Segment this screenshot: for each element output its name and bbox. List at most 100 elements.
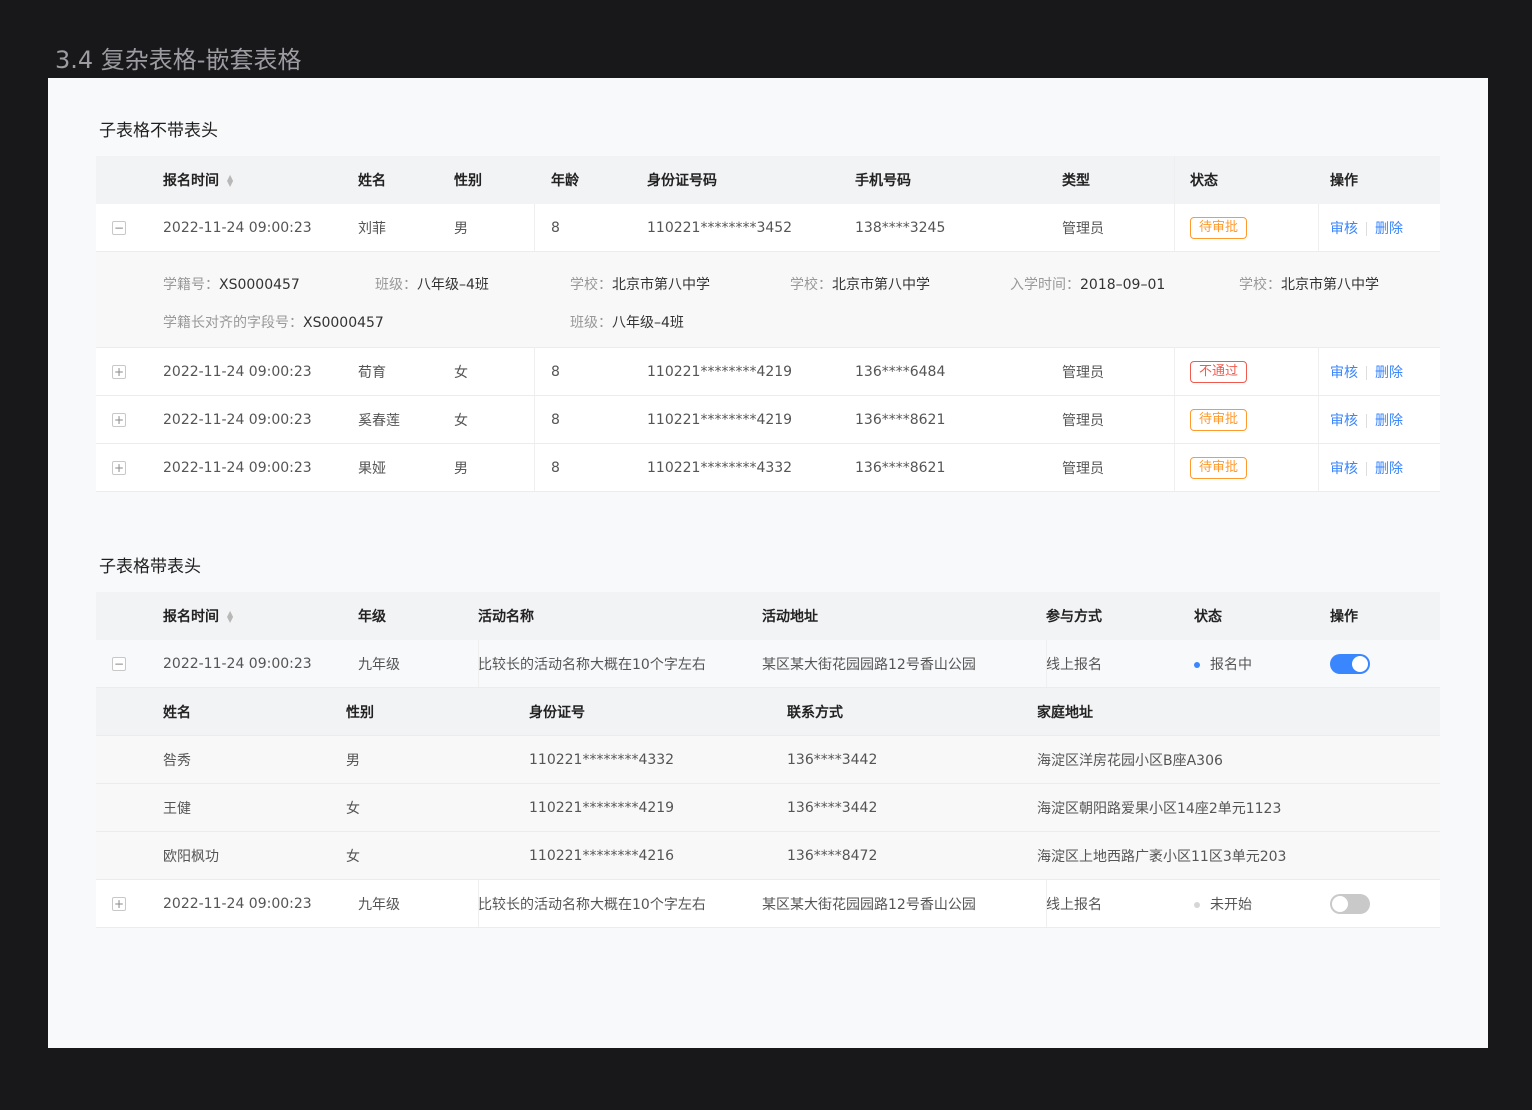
header-label: 手机号码 bbox=[855, 173, 911, 189]
cell-age: 8 bbox=[551, 459, 560, 476]
delete-link[interactable]: 删除 bbox=[1375, 460, 1403, 477]
status-badge: 待审批 bbox=[1190, 456, 1248, 479]
collapse-icon[interactable]: − bbox=[112, 656, 126, 671]
column-divider bbox=[534, 204, 535, 251]
header-5: 手机号码 bbox=[855, 170, 1062, 190]
detail-value: 八年级–4班 bbox=[612, 315, 684, 331]
cell-status: 报名中 bbox=[1194, 654, 1330, 674]
cell-phone: 138****3245 bbox=[855, 219, 946, 236]
sub-cell-phone: 136****3442 bbox=[787, 799, 878, 816]
column-divider bbox=[478, 880, 479, 927]
cell-actions bbox=[1330, 893, 1440, 914]
detail-item: 班级：八年级–4班 bbox=[375, 274, 489, 294]
detail-value: XS0000457 bbox=[219, 277, 300, 293]
sub-cell-gender: 女 bbox=[346, 848, 360, 865]
detail-item: 班级：八年级–4班 bbox=[570, 312, 684, 332]
header-label: 活动地址 bbox=[762, 609, 818, 625]
detail-label: 班级： bbox=[570, 315, 612, 331]
cell-name: 果娅 bbox=[358, 460, 386, 477]
header-0[interactable]: 报名时间 ▲ ▼ bbox=[163, 606, 358, 626]
review-link[interactable]: 审核 bbox=[1330, 412, 1358, 429]
detail-label: 学籍号： bbox=[163, 277, 219, 293]
review-link[interactable]: 审核 bbox=[1330, 364, 1358, 381]
expand-cell: − bbox=[96, 220, 163, 235]
cell-actions: 审核 删除 bbox=[1330, 458, 1440, 478]
cell-grade: 九年级 bbox=[358, 896, 400, 913]
delete-link[interactable]: 删除 bbox=[1375, 412, 1403, 429]
action-divider bbox=[1366, 365, 1367, 380]
header-6: 类型 bbox=[1062, 170, 1190, 190]
toggle-switch[interactable] bbox=[1330, 653, 1370, 674]
sub-cell-id: 110221********4219 bbox=[529, 799, 675, 816]
detail-label: 入学时间： bbox=[1010, 277, 1080, 293]
cell-phone: 136****8621 bbox=[855, 411, 946, 428]
cell-status: 不通过 bbox=[1190, 360, 1330, 383]
cell-status: 待审批 bbox=[1190, 216, 1330, 239]
detail-value: XS0000457 bbox=[303, 315, 384, 331]
sub-header-3: 联系方式 bbox=[787, 704, 843, 721]
toggle-switch[interactable] bbox=[1330, 893, 1370, 914]
column-divider bbox=[1318, 444, 1319, 491]
collapse-icon[interactable]: − bbox=[112, 220, 126, 235]
header-label: 活动名称 bbox=[478, 609, 534, 625]
expanded-detail: 学籍号：XS0000457 班级：八年级–4班 学校：北京市第八中学 学校：北京市第八… bbox=[96, 252, 1440, 348]
sort-icon[interactable]: ▲ ▼ bbox=[227, 609, 234, 624]
header-0[interactable]: 报名时间 ▲ ▼ bbox=[163, 170, 358, 190]
column-divider bbox=[1174, 156, 1175, 204]
header-label: 姓名 bbox=[358, 173, 386, 189]
sub-cell-name: 王健 bbox=[163, 800, 191, 817]
status-text: 报名中 bbox=[1210, 656, 1252, 673]
page-title: 3.4 复杂表格-嵌套表格 bbox=[55, 46, 302, 74]
sub-cell-address: 海淀区上地西路广袤小区11区3单元203 bbox=[1037, 848, 1287, 865]
cell-actions bbox=[1330, 653, 1440, 674]
review-link[interactable]: 审核 bbox=[1330, 220, 1358, 237]
column-divider bbox=[534, 396, 535, 443]
cell-phone: 136****8621 bbox=[855, 459, 946, 476]
table-row: +2022-11-24 09:00:23 果娅 男 8 110221********43… bbox=[96, 444, 1440, 492]
cell-gender: 女 bbox=[454, 364, 468, 381]
cell-actions: 审核 删除 bbox=[1330, 362, 1440, 382]
column-divider bbox=[478, 640, 479, 687]
header-2: 性别 bbox=[454, 170, 551, 190]
sub-cell-phone: 136****3442 bbox=[787, 751, 878, 768]
detail-value: 2018–09–01 bbox=[1080, 277, 1166, 293]
detail-item: 学校：北京市第八中学 bbox=[790, 274, 930, 294]
expand-cell: + bbox=[96, 412, 163, 427]
header-5: 状态 bbox=[1194, 606, 1330, 626]
expand-icon[interactable]: + bbox=[112, 460, 126, 475]
header-label: 操作 bbox=[1330, 609, 1358, 625]
sub-header-4: 家庭地址 bbox=[1037, 704, 1093, 721]
sort-icon[interactable]: ▲ ▼ bbox=[227, 173, 234, 188]
expand-icon[interactable]: + bbox=[112, 412, 126, 427]
sub-header-0: 姓名 bbox=[163, 704, 191, 721]
delete-link[interactable]: 删除 bbox=[1375, 364, 1403, 381]
header-1: 姓名 bbox=[358, 170, 454, 190]
sub-header-2: 身份证号 bbox=[529, 704, 585, 721]
table-row: +2022-11-24 09:00:23 荀育 女 8 110221********42… bbox=[96, 348, 1440, 396]
cell-status: 待审批 bbox=[1190, 408, 1330, 431]
expand-icon[interactable]: + bbox=[112, 364, 126, 379]
expand-icon[interactable]: + bbox=[112, 896, 126, 911]
expand-cell: + bbox=[96, 460, 163, 475]
expand-cell: + bbox=[96, 364, 163, 379]
cell-id: 110221********4219 bbox=[647, 363, 793, 380]
header-4: 身份证号码 bbox=[647, 170, 855, 190]
cell-age: 8 bbox=[551, 363, 560, 380]
column-divider bbox=[1046, 640, 1047, 687]
status-dot bbox=[1194, 661, 1200, 668]
detail-label: 学校： bbox=[790, 277, 832, 293]
detail-label: 班级： bbox=[375, 277, 417, 293]
header-1: 年级 bbox=[358, 606, 478, 626]
delete-link[interactable]: 删除 bbox=[1375, 220, 1403, 237]
cell-age: 8 bbox=[551, 411, 560, 428]
cell-type: 管理员 bbox=[1062, 412, 1104, 429]
detail-item: 学校：北京市第八中学 bbox=[570, 274, 710, 294]
header-3: 年龄 bbox=[551, 170, 647, 190]
review-link[interactable]: 审核 bbox=[1330, 460, 1358, 477]
header-8: 操作 bbox=[1330, 170, 1440, 190]
cell-actions: 审核 删除 bbox=[1330, 218, 1440, 238]
status-text: 未开始 bbox=[1210, 896, 1252, 913]
action-divider bbox=[1366, 221, 1367, 236]
status-badge: 待审批 bbox=[1190, 408, 1248, 431]
cell-activity: 比较长的活动名称大概在10个字左右 bbox=[478, 656, 706, 673]
